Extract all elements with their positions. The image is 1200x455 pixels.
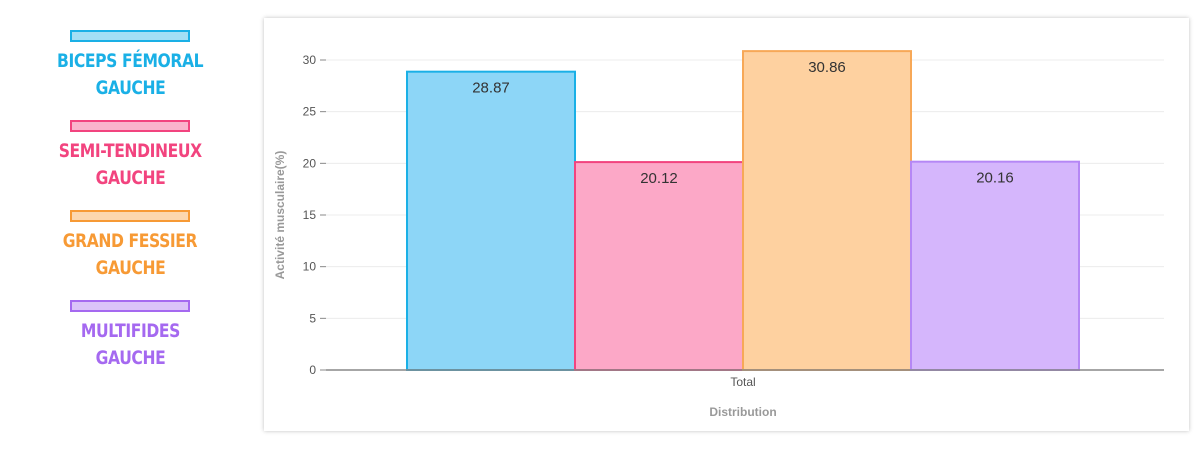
legend-item-grand-fessier: GRAND FESSIER GAUCHE	[40, 210, 220, 282]
y-tick-label: 0	[309, 363, 316, 377]
legend-swatch	[70, 120, 190, 132]
legend-label-line2: GAUCHE	[95, 257, 165, 279]
legend-label-line1: MULTIFIDES	[80, 320, 180, 342]
bar[interactable]	[742, 50, 912, 371]
bar[interactable]	[910, 160, 1080, 371]
y-tick-label: 5	[309, 311, 316, 325]
data-labels: 28.87 20.12 30.86 20.16	[472, 59, 1014, 187]
bars	[406, 50, 1080, 371]
y-tick-label: 20	[303, 156, 317, 170]
y-axis-ticks: 0 5 10 15 20 25 30	[303, 53, 326, 377]
legend-item-biceps-femoral: BICEPS FÉMORAL GAUCHE	[40, 30, 220, 102]
y-tick-label: 10	[303, 260, 317, 274]
y-tick-label: 25	[303, 105, 317, 119]
legend-item-multifides: MULTIFIDES GAUCHE	[40, 300, 220, 372]
data-label: 20.16	[976, 170, 1014, 187]
legend-swatch	[70, 300, 190, 312]
legend: BICEPS FÉMORAL GAUCHE SEMI-TENDINEUX GAU…	[40, 30, 220, 390]
y-tick-label: 15	[303, 208, 317, 222]
bar[interactable]	[574, 161, 744, 371]
legend-label-line2: GAUCHE	[95, 167, 165, 189]
data-label: 28.87	[472, 80, 510, 97]
chart-panel: 0 5 10 15 20 25 30 28.87 20.12 30.86 20.16 Total …	[264, 18, 1189, 431]
legend-swatch	[70, 30, 190, 42]
bar[interactable]	[406, 70, 576, 371]
x-axis-title: Distribution	[709, 405, 776, 419]
y-axis-title: Activité musculaire(%)	[273, 151, 287, 280]
legend-label-line1: BICEPS FÉMORAL	[56, 50, 204, 72]
legend-swatch	[70, 210, 190, 222]
legend-label-line1: GRAND FESSIER	[62, 230, 198, 252]
x-tick-label: Total	[730, 375, 755, 389]
legend-label-line2: GAUCHE	[95, 347, 165, 369]
legend-label-line2: GAUCHE	[95, 77, 165, 99]
data-label: 20.12	[640, 170, 678, 187]
legend-label-line1: SEMI-TENDINEUX	[58, 140, 202, 162]
legend-item-semi-tendineux: SEMI-TENDINEUX GAUCHE	[40, 120, 220, 192]
y-tick-label: 30	[303, 53, 317, 67]
data-label: 30.86	[808, 59, 846, 76]
